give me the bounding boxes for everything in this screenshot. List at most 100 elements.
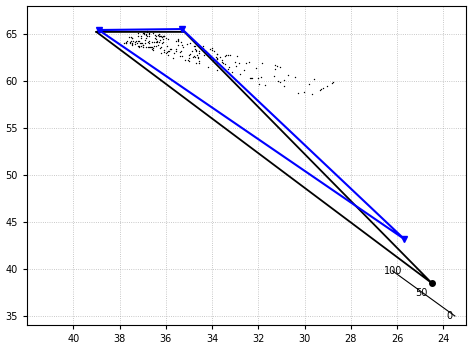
Point (178, 54, 186, 59)
Point (164, 48, 172, 54)
Point (157, 44, 164, 50)
Point (141, 41, 149, 46)
Point (247, 75, 254, 81)
Point (128, 42, 136, 47)
Point (137, 43, 144, 48)
Point (163, 43, 170, 49)
Point (190, 43, 198, 49)
Point (159, 34, 166, 40)
Point (129, 38, 137, 44)
Point (145, 44, 152, 49)
Point (149, 45, 157, 51)
Point (158, 34, 166, 40)
Point (188, 48, 196, 54)
Point (126, 41, 134, 46)
Point (139, 42, 146, 48)
Point (158, 33, 165, 38)
Point (156, 33, 163, 39)
Point (151, 36, 159, 41)
Point (192, 54, 199, 60)
Point (127, 38, 135, 44)
Point (254, 76, 261, 81)
Point (236, 71, 244, 76)
Point (225, 71, 233, 76)
Point (211, 48, 218, 54)
Point (152, 40, 160, 45)
Point (192, 47, 200, 52)
Point (199, 43, 206, 49)
Point (225, 52, 232, 58)
Point (122, 40, 129, 46)
Point (185, 52, 193, 57)
Point (145, 38, 153, 44)
Point (186, 51, 194, 57)
Point (145, 32, 152, 37)
Point (151, 44, 158, 49)
Point (160, 47, 168, 53)
Point (134, 30, 142, 36)
Point (128, 40, 136, 46)
Point (222, 52, 229, 57)
Text: 50: 50 (415, 288, 428, 299)
Point (175, 37, 182, 42)
Point (128, 41, 136, 47)
Point (246, 75, 253, 80)
Point (227, 52, 234, 57)
Point (136, 40, 143, 46)
Point (154, 42, 161, 48)
Point (141, 37, 148, 43)
Point (156, 39, 163, 45)
Point (135, 43, 143, 49)
Point (139, 42, 147, 48)
Point (209, 45, 216, 51)
Point (174, 38, 182, 44)
Point (153, 39, 160, 45)
Point (151, 32, 159, 38)
Point (221, 54, 228, 59)
Point (148, 45, 156, 50)
Point (143, 35, 150, 41)
Point (160, 33, 168, 39)
Point (317, 86, 325, 92)
Point (310, 76, 318, 81)
Point (134, 33, 142, 39)
Point (126, 39, 134, 44)
Text: 0: 0 (447, 311, 453, 321)
Point (143, 34, 151, 39)
Point (122, 40, 130, 45)
Point (177, 39, 185, 44)
Point (167, 46, 174, 51)
Point (218, 60, 225, 65)
Point (258, 61, 266, 66)
Point (186, 40, 194, 46)
Point (143, 29, 151, 35)
Point (128, 35, 135, 41)
Point (320, 85, 327, 91)
Point (213, 56, 221, 62)
Point (231, 59, 239, 65)
Point (135, 38, 143, 44)
Point (148, 47, 156, 52)
Point (156, 32, 163, 37)
Point (193, 49, 200, 54)
Point (195, 60, 203, 66)
Point (241, 68, 248, 73)
Point (185, 58, 193, 64)
Point (280, 77, 287, 83)
Point (144, 44, 152, 50)
Point (146, 40, 153, 46)
Point (184, 57, 192, 63)
Point (159, 40, 166, 46)
Point (192, 60, 199, 66)
Point (201, 52, 208, 58)
Point (162, 50, 169, 56)
Point (292, 75, 299, 80)
Point (206, 54, 214, 60)
Point (257, 74, 264, 80)
Point (137, 35, 145, 41)
Point (135, 44, 143, 50)
Point (163, 49, 171, 55)
Point (261, 83, 269, 88)
Point (151, 39, 158, 44)
Point (270, 73, 278, 78)
